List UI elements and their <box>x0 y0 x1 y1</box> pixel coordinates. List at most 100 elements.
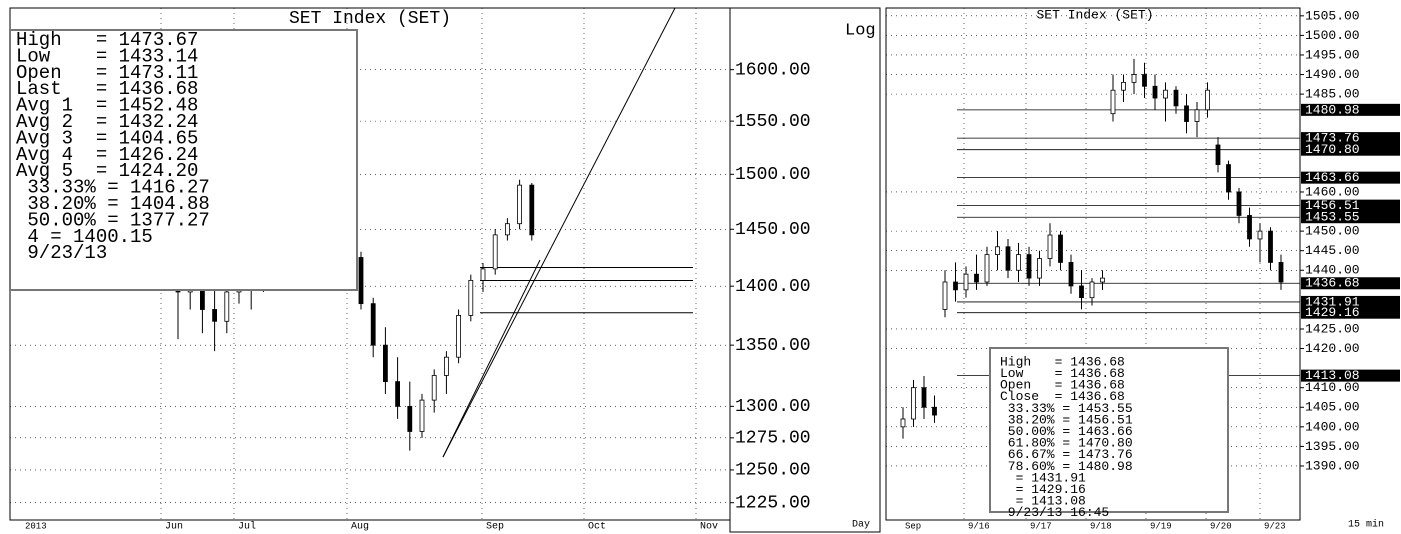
info-line: 66.67% = 1473.76 <box>1000 447 1133 462</box>
price-highlight-label: 1453.55 <box>1305 210 1360 225</box>
y-tick-label: 1405.00 <box>1305 400 1360 415</box>
candle-body <box>1121 81 1126 91</box>
chart-title: SET Index (SET) <box>1036 7 1153 22</box>
candle-body <box>1268 230 1273 263</box>
candle-body <box>1194 109 1200 122</box>
info-line: 61.80% = 1470.80 <box>1000 436 1133 451</box>
info-line: High = 1436.68 <box>1000 354 1125 369</box>
candle-body <box>1089 281 1095 299</box>
info-line: Close = 1436.68 <box>1000 389 1125 404</box>
candle-body <box>911 387 916 420</box>
candle-body <box>1173 89 1179 107</box>
candle-body <box>1152 85 1158 99</box>
candle-body <box>995 246 1000 256</box>
candle-body <box>1058 234 1063 263</box>
info-line: Avg 1 = 1452.48 <box>16 95 198 117</box>
candle-body <box>407 405 413 432</box>
candle-body <box>1278 262 1284 283</box>
price-highlight <box>1301 132 1400 145</box>
candle-body <box>1110 89 1116 115</box>
candle-body <box>382 344 388 382</box>
candle-body <box>504 223 510 236</box>
info-line: Low = 1436.68 <box>1000 366 1125 381</box>
info-line: High = 1473.67 <box>16 29 198 51</box>
candle-body <box>358 257 364 305</box>
candle-body <box>517 184 522 225</box>
candle-body <box>492 234 498 270</box>
candle-body <box>1016 254 1021 271</box>
candle-body <box>1100 277 1105 283</box>
candle-body <box>443 356 449 376</box>
year-label: Sep <box>905 521 921 531</box>
y-tick-label: 1495.00 <box>1305 47 1360 62</box>
candle-body <box>1047 234 1053 259</box>
left-axis-frame <box>729 7 881 533</box>
info-line: 9/23/13 <box>16 242 107 264</box>
candle-body <box>1079 285 1084 299</box>
trend-line <box>442 259 541 458</box>
info-line: 4 = 1400.15 <box>16 226 153 248</box>
y-tick-label: 1500.00 <box>1305 28 1360 43</box>
candle-body <box>1068 262 1074 287</box>
price-highlight-label: 1413.08 <box>1305 368 1360 383</box>
y-tick-label: 1450.00 <box>735 220 811 240</box>
y-tick-label: 1250.00 <box>735 461 811 481</box>
price-highlight-label: 1431.91 <box>1305 294 1360 309</box>
chart-title: SET Index (SET) <box>289 9 451 29</box>
info-line: = 1431.91 <box>1000 470 1086 485</box>
price-highlight-label: 1436.68 <box>1305 276 1360 291</box>
x-tick-label: 9/23 <box>1264 521 1286 531</box>
candle-body <box>1226 164 1231 193</box>
info-line: Open = 1473.11 <box>16 62 198 84</box>
y-tick-label: 1485.00 <box>1305 87 1360 102</box>
y-tick-label: 1460.00 <box>1305 184 1360 199</box>
candle-body <box>1142 74 1147 87</box>
price-highlight-label: 1470.80 <box>1305 142 1360 157</box>
candle-body <box>370 303 376 346</box>
y-tick-label: 1505.00 <box>1305 8 1360 23</box>
y-tick-label: 1550.00 <box>735 112 811 132</box>
price-highlight <box>1301 103 1400 116</box>
info-line: 78.60% = 1480.98 <box>1000 459 1133 474</box>
candle-body <box>932 406 937 416</box>
y-tick-label: 1400.00 <box>735 277 811 297</box>
y-tick-label: 1440.00 <box>1305 263 1360 278</box>
y-tick-label: 1350.00 <box>735 336 811 356</box>
x-tick-label: Jun <box>165 522 183 533</box>
x-tick-label: Oct <box>588 522 606 533</box>
y-tick-label: 1450.00 <box>1305 224 1360 239</box>
candle-body <box>974 273 979 283</box>
price-highlight-label: 1473.76 <box>1305 131 1360 146</box>
y-tick-label: 1445.00 <box>1305 243 1360 258</box>
info-line: Avg 5 = 1424.20 <box>16 160 198 182</box>
info-line: = 1413.08 <box>1000 494 1086 509</box>
candle-body <box>419 399 425 432</box>
right-plot-frame <box>885 7 1301 521</box>
candle-body <box>921 387 927 408</box>
candle-body <box>942 281 948 310</box>
price-highlight <box>1301 171 1400 184</box>
candle-body <box>456 314 462 358</box>
info-line: 33.33% = 1416.27 <box>16 177 210 199</box>
candle-body <box>1026 254 1032 279</box>
price-highlight-label: 1463.66 <box>1305 170 1360 185</box>
price-highlight-label: 1429.16 <box>1305 305 1360 320</box>
period-caption: 15 min <box>1348 519 1384 531</box>
x-tick-label: 9/19 <box>1150 521 1172 531</box>
x-tick-label: 9/17 <box>1030 521 1052 531</box>
info-line: 9/23/13 16:45 <box>1000 505 1109 520</box>
info-line: Open = 1436.68 <box>1000 378 1125 393</box>
info-line: 50.00% = 1377.27 <box>16 209 210 231</box>
trend-line <box>442 7 676 458</box>
candle-body <box>468 279 474 316</box>
candle-body <box>224 291 230 322</box>
price-highlight-label: 1480.98 <box>1305 102 1360 117</box>
info-box <box>9 29 358 291</box>
price-highlight <box>1301 211 1400 224</box>
y-tick-label: 1600.00 <box>735 60 811 80</box>
candle-body <box>900 418 906 428</box>
candle-body <box>1257 230 1263 240</box>
x-tick-label: 9/16 <box>968 521 990 531</box>
candle-body <box>1131 74 1137 83</box>
info-line: Avg 2 = 1432.24 <box>16 111 198 133</box>
